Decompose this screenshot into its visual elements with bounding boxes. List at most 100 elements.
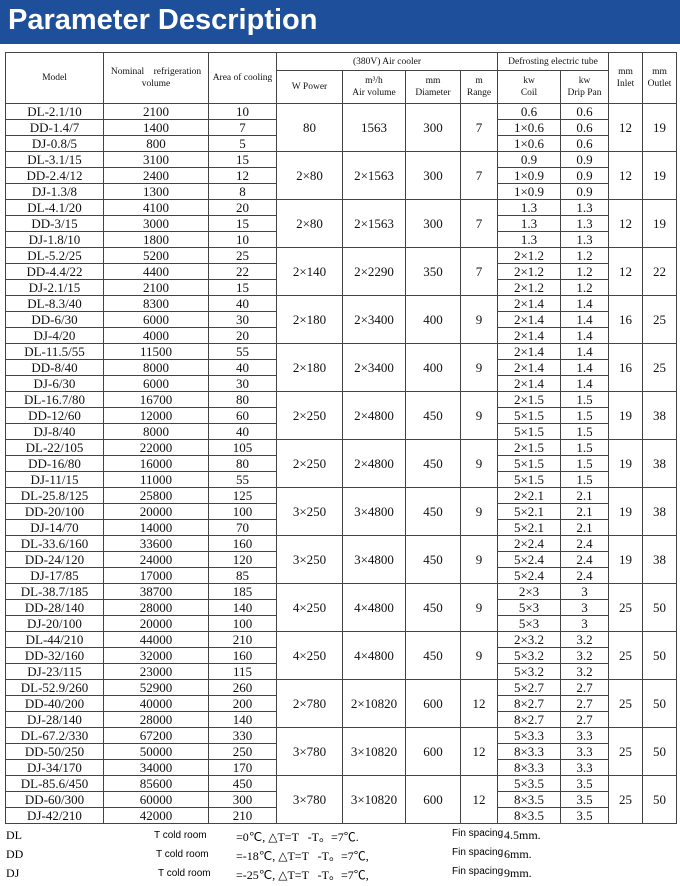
outlet-cell: 19 [642, 103, 678, 152]
power-cell: 2×250 [276, 439, 343, 488]
table-row: DJ-28/140 28000 140 8×2.7 2.7 [5, 711, 677, 728]
air-cell: 2×3400 [342, 343, 406, 392]
drip-cell: 1.3 [560, 215, 610, 232]
table-row: DJ-4/20 4000 20 2×1.4 1.4 [5, 327, 677, 344]
drip-cell: 0.6 [560, 103, 610, 120]
table-row: DL-11.5/55 11500 55 2×180 2×3400 400 9 2×1.4 1.4… [5, 343, 678, 392]
table-row: DL-16.7/80 16700 80 2×250 2×4800 450 9 2×1.5 1.5… [5, 391, 678, 440]
drip-cell: 0.9 [560, 167, 610, 184]
header-text: m [475, 76, 483, 86]
diameter-cell: 400 [405, 295, 461, 344]
table-row: DL-44/210 44000 210 4×250 4×4800 450 9 2×3.2 3.2… [5, 631, 678, 680]
model-cell: DJ-28/140 [5, 711, 104, 728]
coil-cell: 2×3 [497, 583, 562, 600]
table-row: DL-25.8/125 25800 125 3×250 3×4800 450 9 2×2.1 2… [5, 487, 678, 536]
area-cell: 140 [208, 711, 277, 728]
outlet-cell: 38 [642, 487, 678, 536]
area-cell: 20 [208, 199, 277, 216]
header-text: volume [141, 79, 171, 89]
drip-cell: 3.2 [560, 647, 610, 664]
volume-cell: 11000 [103, 471, 209, 488]
header-text: Defrosting electric tube [508, 56, 598, 67]
volume-cell: 11500 [103, 343, 209, 360]
power-cell: 2×780 [276, 679, 343, 728]
volume-cell: 4100 [103, 199, 209, 216]
model-cell: DD-2.4/12 [5, 167, 104, 184]
air-cell: 3×4800 [342, 487, 406, 536]
table-row: DL-4.1/20 4100 20 2×80 2×1563 300 7 1.3 1.3 12 19 [5, 199, 678, 248]
coil-cell: 2×2.1 [497, 487, 562, 504]
diameter-cell: 600 [405, 775, 461, 824]
model-cell: DJ-11/15 [5, 471, 104, 488]
footer-fin-label: Fin spacing [452, 827, 504, 839]
model-cell: DD-60/300 [5, 791, 104, 808]
area-cell: 40 [208, 359, 277, 376]
table-row: DL-8.3/40 8300 40 2×180 2×3400 400 9 2×1.4 1.4 16… [5, 295, 678, 344]
model-cell: DD-16/80 [5, 455, 104, 472]
drip-cell: 1.3 [560, 231, 610, 248]
footer-fin: 9mm. [504, 866, 532, 880]
inlet-cell: 12 [608, 151, 644, 200]
power-cell: 2×180 [276, 343, 343, 392]
outlet-cell: 19 [642, 199, 678, 248]
drip-cell: 1.3 [560, 199, 610, 216]
model-cell: DJ-20/100 [5, 615, 104, 632]
drip-cell: 1.5 [560, 455, 610, 472]
area-cell: 30 [208, 375, 277, 392]
power-cell: 2×80 [276, 151, 343, 200]
volume-cell: 17000 [103, 567, 209, 584]
coil-cell: 1×0.9 [497, 183, 562, 200]
footer-condition: =0℃, △T=T -T。=7℃. [236, 830, 359, 844]
volume-cell: 28000 [103, 599, 209, 616]
drip-cell: 1.4 [560, 327, 610, 344]
inlet-cell: 12 [608, 199, 644, 248]
air-cell: 1563 [342, 103, 406, 152]
model-cell: DJ-6/30 [5, 375, 104, 392]
drip-cell: 1.4 [560, 311, 610, 328]
footer-condition: =-18℃, △T=T -T。=7℃, [236, 849, 369, 863]
area-cell: 20 [208, 327, 277, 344]
diameter-cell: 600 [405, 679, 461, 728]
air-cell: 2×10820 [342, 679, 406, 728]
volume-cell: 2400 [103, 167, 209, 184]
range-cell: 12 [459, 679, 499, 728]
area-cell: 5 [208, 135, 277, 152]
coil-cell: 5×3 [497, 599, 562, 616]
area-cell: 210 [208, 807, 277, 824]
area-cell: 60 [208, 407, 277, 424]
coil-cell: 2×1.2 [497, 247, 562, 264]
range-cell: 9 [459, 439, 499, 488]
drip-cell: 3.2 [560, 631, 610, 648]
header-text: Diameter [415, 88, 451, 98]
coil-cell: 1×0.9 [497, 167, 562, 184]
footer-model: DD [6, 847, 24, 861]
air-cell: 2×2290 [342, 247, 406, 296]
drip-cell: 2.4 [560, 567, 610, 584]
volume-cell: 28000 [103, 711, 209, 728]
model-cell: DJ-1.8/10 [5, 231, 104, 248]
drip-cell: 2.7 [560, 711, 610, 728]
model-cell: DL-33.6/160 [5, 535, 104, 552]
outlet-cell: 38 [642, 535, 678, 584]
footer-label: T cold room [154, 830, 207, 841]
power-cell: 3×780 [276, 727, 343, 776]
header-text: mm [425, 76, 441, 86]
header-cell: kw Drip Pan [560, 70, 610, 104]
drip-cell: 2.7 [560, 679, 610, 696]
footer-fin-label: Fin spacing [452, 846, 504, 858]
volume-cell: 8300 [103, 295, 209, 312]
coil-cell: 5×1.5 [497, 423, 562, 440]
volume-cell: 50000 [103, 743, 209, 760]
inlet-cell: 12 [608, 247, 644, 296]
outlet-cell: 50 [642, 775, 678, 824]
model-cell: DD-4.4/22 [5, 263, 104, 280]
header-cell: Area of cooling [208, 52, 277, 104]
drip-cell: 3.5 [560, 791, 610, 808]
table-row: DJ-6/30 6000 30 2×1.4 1.4 [5, 375, 677, 392]
coil-cell: 2×2.4 [497, 535, 562, 552]
header-text: Inlet [616, 79, 635, 89]
range-cell: 9 [459, 343, 499, 392]
area-cell: 80 [208, 391, 277, 408]
footer: DL T cold room =0℃, △T=T -T。=7℃. Fin spacin… [0, 826, 680, 883]
diameter-cell: 450 [405, 631, 461, 680]
